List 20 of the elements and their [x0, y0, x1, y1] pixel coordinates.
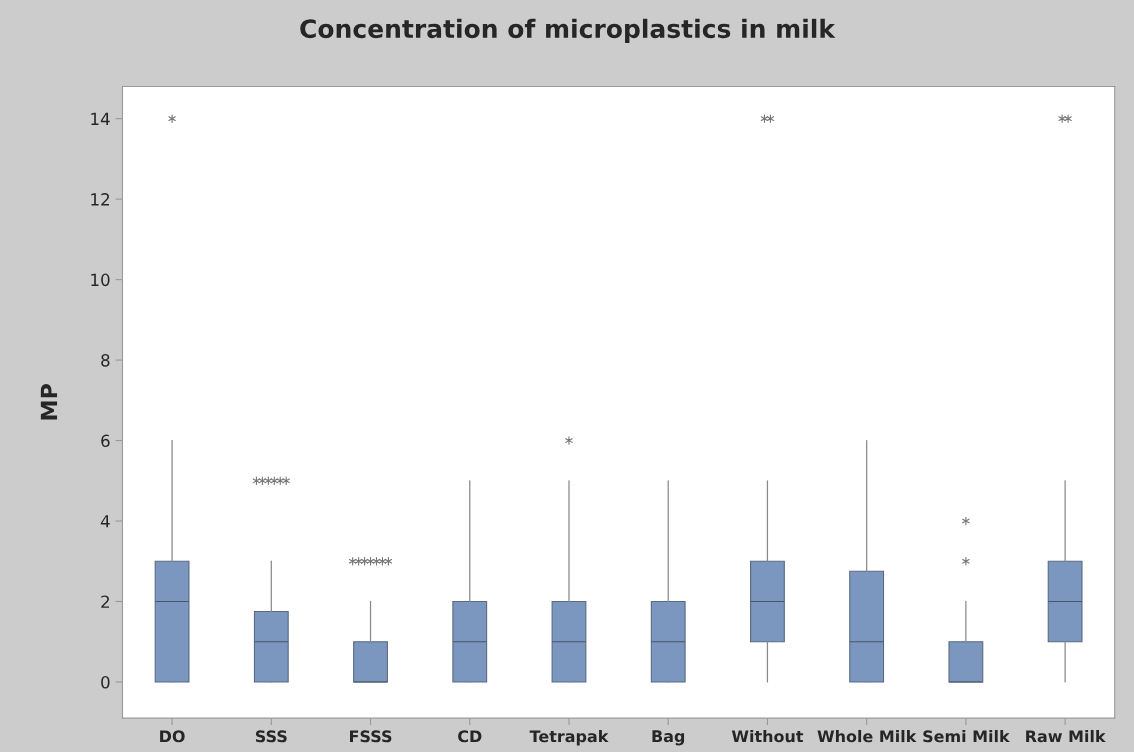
y-tick-label: 14: [91, 112, 110, 125]
y-tick-label: 6: [101, 434, 110, 448]
x-tick-label: Whole Milk: [817, 729, 917, 743]
x-tick-label: Semi Milk: [923, 729, 1010, 743]
x-tick-label: Bag: [652, 730, 685, 746]
y-axis-title: MP: [40, 384, 58, 420]
x-tick-label: SSS: [255, 730, 287, 743]
chart-title: Concentration of microplastics in milk: [300, 18, 836, 43]
y-tick-label: 4: [100, 515, 110, 528]
x-tick-label: Without: [731, 729, 804, 743]
x-tick-label: Raw Milk: [1026, 729, 1106, 743]
y-tick-label: 12: [91, 193, 109, 206]
x-tick-label: Tetrapak: [529, 729, 609, 746]
y-tick-label: 2: [101, 595, 109, 608]
x-tick-label: CD: [458, 730, 482, 743]
x-tick-label: FSSS: [350, 730, 392, 743]
y-tick-label: 10: [91, 273, 110, 287]
y-tick-label: 0: [101, 675, 110, 689]
x-tick-label: DO: [160, 730, 185, 743]
y-tick-label: 8: [101, 354, 110, 367]
